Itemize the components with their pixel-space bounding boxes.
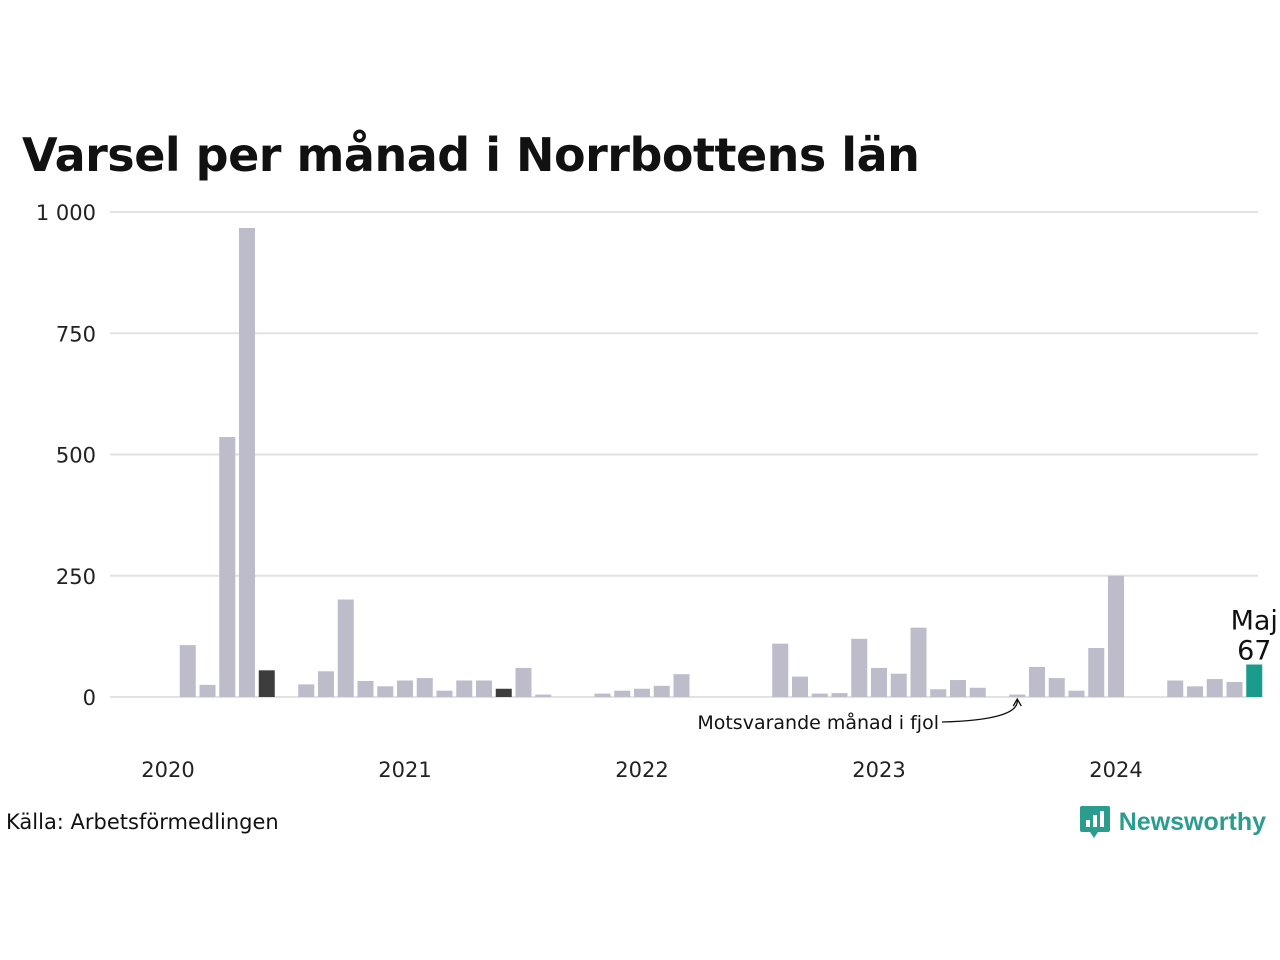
- bar: [1187, 686, 1203, 697]
- y-tick-label: 0: [83, 686, 96, 710]
- bar: [930, 689, 947, 697]
- bar: [831, 693, 848, 697]
- bar: [397, 680, 413, 697]
- bar: [653, 685, 670, 697]
- bar: [792, 676, 808, 697]
- bar: [515, 667, 532, 697]
- bar: [495, 688, 512, 697]
- bar: [219, 437, 236, 697]
- bar: [318, 671, 334, 697]
- current-month-label: Maj: [1231, 606, 1278, 637]
- y-tick-label: 750: [56, 322, 96, 346]
- bar: [1246, 664, 1263, 697]
- bar: [950, 680, 966, 697]
- bar: [298, 684, 315, 697]
- current-value-label: 67: [1237, 636, 1271, 667]
- bars-layer: [179, 228, 1263, 697]
- bar: [476, 680, 492, 697]
- bar: [969, 687, 986, 697]
- source-note: Källa: Arbetsförmedlingen: [6, 810, 279, 834]
- bar: [1167, 680, 1184, 697]
- bar: [535, 694, 552, 697]
- y-tick-label: 250: [56, 565, 96, 589]
- bar: [357, 680, 374, 697]
- bar: [1108, 575, 1124, 697]
- bar: [1088, 648, 1105, 697]
- bar: [614, 690, 631, 697]
- bar: [199, 684, 216, 697]
- annotation-arrowhead: [1012, 697, 1022, 707]
- annotation-text: Motsvarande månad i fjol: [697, 711, 939, 734]
- annotation-arrow: [941, 699, 1018, 723]
- chart-title: Varsel per månad i Norrbottens län: [22, 128, 920, 182]
- y-tick-label: 500: [56, 444, 96, 468]
- bar: [258, 670, 275, 697]
- newsworthy-logo-icon: [1079, 806, 1110, 838]
- bar: [436, 690, 453, 697]
- bar: [377, 686, 394, 697]
- bar: [851, 638, 868, 697]
- bar: [1226, 681, 1243, 697]
- x-year-label: 2021: [378, 758, 431, 782]
- bar: [337, 599, 354, 697]
- brand-logo[interactable]: Newsworthy: [1079, 804, 1266, 840]
- bar: [871, 667, 887, 697]
- bar: [179, 645, 196, 697]
- bar: [1029, 666, 1045, 697]
- bar: [890, 673, 907, 697]
- bar: [910, 627, 927, 697]
- bar: [1206, 679, 1223, 697]
- bar: [1009, 694, 1026, 697]
- bar: [772, 643, 789, 697]
- x-year-label: 2020: [141, 758, 194, 782]
- bar: [1068, 690, 1085, 697]
- bar: [673, 674, 690, 697]
- grid-layer: 0 250 500 750 1 000: [36, 201, 1258, 710]
- bar-chart: 0 250 500 750 1 000 2020 2021 2022 2023 2024 Maj6…: [36, 201, 1278, 782]
- x-year-label: 2023: [852, 758, 905, 782]
- x-year-label: 2024: [1089, 758, 1142, 782]
- bar: [416, 678, 433, 697]
- bar: [811, 693, 828, 697]
- bar: [239, 228, 255, 697]
- bar: [1048, 678, 1065, 697]
- y-tick-label: 1 000: [36, 201, 96, 225]
- bar: [594, 693, 611, 697]
- brand-name: Newsworthy: [1118, 807, 1266, 836]
- x-year-label: 2022: [615, 758, 668, 782]
- bar: [634, 688, 650, 697]
- bar: [456, 680, 473, 697]
